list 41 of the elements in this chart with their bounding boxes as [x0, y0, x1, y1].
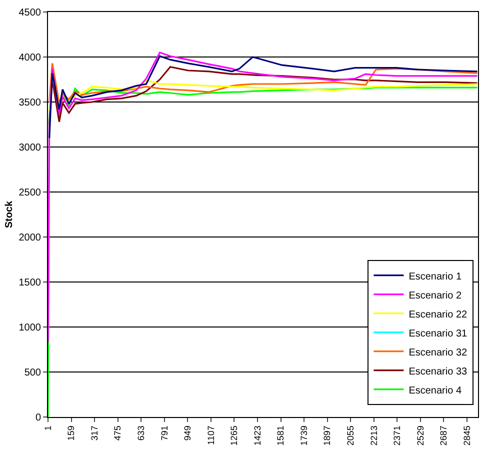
x-tick-label: 475: [112, 426, 123, 441]
y-tick-label: 2500: [18, 188, 42, 198]
y-tick-label: 0: [35, 412, 42, 424]
x-tick-label: 317: [89, 426, 100, 441]
x-tick-label: 2371: [392, 426, 402, 446]
y-tick-label: 4500: [18, 8, 42, 18]
y-tick-label: 1500: [18, 278, 42, 288]
x-tick-label: 2529: [415, 426, 426, 446]
line-series: [48, 62, 478, 104]
line-series: [48, 55, 478, 139]
x-tick-label: 159: [66, 426, 76, 441]
legend-label: Escenario 4: [408, 385, 462, 396]
x-tick-label: 1581: [276, 426, 286, 446]
x-tick-label: 1423: [252, 426, 262, 446]
legend-label: Escenario 1: [408, 271, 462, 282]
legend-label: Escenario 31: [408, 328, 468, 340]
x-tick-label: 949: [182, 426, 193, 441]
x-tick-label: 2687: [438, 426, 449, 446]
legend-label: Escenario 2: [408, 290, 462, 302]
x-tick-label: 1265: [229, 426, 240, 446]
y-tick-label: 2000: [18, 232, 42, 244]
x-tick-label: 1: [42, 426, 53, 431]
x-tick-label: 791: [159, 426, 170, 441]
x-tick-label: 1739: [298, 426, 309, 446]
x-tick-label: 633: [136, 426, 146, 441]
line-series: [48, 52, 478, 344]
y-tick-label: 3500: [18, 98, 42, 108]
legend-label: Escenario 22: [408, 309, 468, 320]
x-tick-label: 2845: [462, 426, 472, 446]
line-series: [48, 66, 478, 126]
legend-label: Escenario 33: [408, 366, 468, 378]
x-tick-label: 2055: [346, 426, 356, 446]
y-tick-label: 1000: [18, 322, 42, 334]
y-tick-label: 500: [24, 368, 42, 378]
x-tick-label: 1897: [322, 426, 332, 446]
y-axis-title: Stock: [4, 200, 15, 228]
y-tick-label: 3000: [18, 142, 42, 154]
y-tick-label: 4000: [18, 52, 42, 64]
legend-label: Escenario 32: [408, 347, 468, 358]
x-tick-label: 2213: [368, 426, 379, 446]
x-tick-label: 1107: [206, 426, 216, 445]
